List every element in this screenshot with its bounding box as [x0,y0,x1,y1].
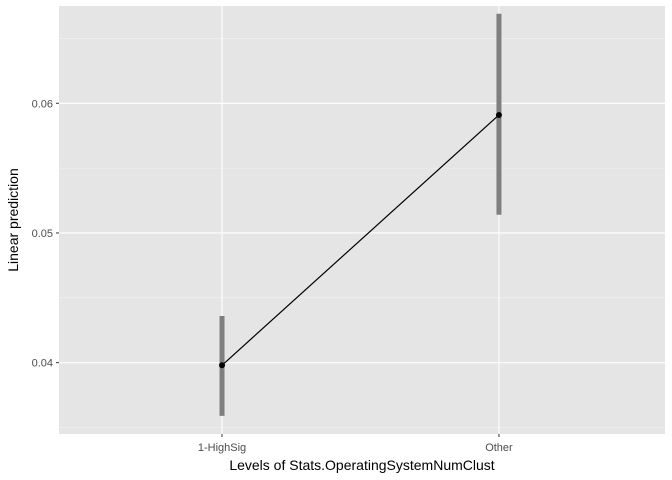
y-tick-label: 0.04 [32,358,53,370]
data-point [495,111,502,118]
x-tick-label: Other [485,442,513,454]
y-axis-title: Linear prediction [5,168,21,272]
plot-panel [59,6,665,434]
y-tick-label: 0.05 [32,228,53,240]
points [219,111,502,369]
grid-minor [59,38,665,428]
grid-major [59,6,665,434]
y-axis: 0.04 0.05 0.06 [32,98,59,370]
data-point [219,362,226,369]
series-line-group [221,114,500,366]
x-axis: 1-HighSig Other [198,434,513,454]
series-line [221,114,500,366]
y-tick-label: 0.06 [32,98,53,110]
x-axis-title: Levels of Stats.OperatingSystemNumClust [229,457,494,473]
x-tick-label: 1-HighSig [198,442,246,454]
